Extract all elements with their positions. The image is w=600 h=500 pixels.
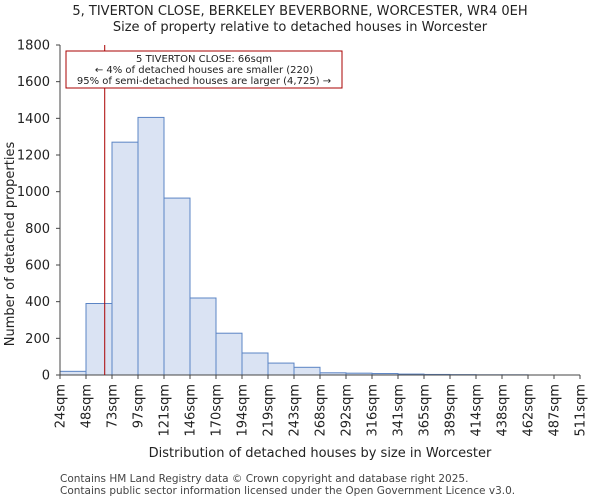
y-tick-label-800: 800 [25, 222, 50, 237]
x-tick-label-438sqm: 438sqm [496, 384, 511, 437]
histogram-bar-121sqm [163, 197, 191, 376]
histogram-bar-170sqm [215, 332, 243, 376]
footer-line2: Contains public sector information licen… [60, 485, 515, 497]
y-tick-label-1200: 1200 [17, 149, 50, 164]
x-tick-label-316sqm: 316sqm [366, 384, 381, 437]
x-tick-label-341sqm: 341sqm [392, 384, 407, 437]
annotation-line1: 5 TIVERTON CLOSE: 66sqm [136, 54, 272, 65]
y-tick-label-400: 400 [25, 295, 50, 310]
x-tick-label-219sqm: 219sqm [262, 384, 277, 437]
x-tick-label-389sqm: 389sqm [444, 384, 459, 437]
x-tick-label-365sqm: 365sqm [418, 384, 433, 437]
histogram-bar-243sqm [293, 366, 321, 376]
x-tick-label-487sqm: 487sqm [548, 384, 563, 437]
x-tick-label-243sqm: 243sqm [288, 384, 303, 437]
footer-line1: Contains HM Land Registry data © Crown c… [60, 473, 468, 485]
y-tick-label-600: 600 [25, 259, 50, 274]
x-tick-label-292sqm: 292sqm [340, 384, 355, 437]
x-tick-label-121sqm: 121sqm [158, 384, 173, 437]
x-tick-label-462sqm: 462sqm [522, 384, 537, 437]
histogram-bar-194sqm [241, 352, 269, 376]
chart-title-line2: Size of property relative to detached ho… [113, 20, 488, 35]
x-axis-label: Distribution of detached houses by size … [149, 446, 492, 461]
y-tick-label-1000: 1000 [17, 185, 50, 200]
annotation-line2: ← 4% of detached houses are smaller (220… [95, 65, 313, 76]
histogram-bar-48sqm [85, 303, 113, 376]
histogram-bar-146sqm [189, 297, 217, 376]
x-tick-label-268sqm: 268sqm [314, 384, 329, 437]
histogram-bar-73sqm [111, 141, 139, 376]
y-axis-label: Number of detached properties [3, 142, 18, 347]
x-tick-label-170sqm: 170sqm [210, 384, 225, 437]
histogram-bar-24sqm [59, 370, 87, 376]
y-tick-label-1400: 1400 [17, 112, 50, 127]
histogram-bar-97sqm [137, 116, 165, 376]
y-tick-label-0: 0 [42, 369, 50, 384]
y-tick-label-200: 200 [25, 332, 50, 347]
y-tick-label-1600: 1600 [17, 75, 50, 90]
y-tick-label-1800: 1800 [17, 39, 50, 54]
x-tick-label-194sqm: 194sqm [236, 384, 251, 437]
annotation-line3: 95% of semi-detached houses are larger (… [77, 76, 331, 87]
x-tick-label-146sqm: 146sqm [184, 384, 199, 437]
x-tick-label-73sqm: 73sqm [106, 384, 121, 428]
annotation-box: 5 TIVERTON CLOSE: 66sqm ← 4% of detached… [65, 50, 343, 89]
x-tick-label-511sqm: 511sqm [574, 384, 589, 437]
x-tick-label-48sqm: 48sqm [80, 384, 95, 428]
x-tick-label-24sqm: 24sqm [54, 384, 69, 428]
x-tick-label-414sqm: 414sqm [470, 384, 485, 437]
chart-title-line1: 5, TIVERTON CLOSE, BERKELEY BEVERBORNE, … [72, 4, 527, 19]
histogram-bar-219sqm [267, 362, 295, 376]
x-tick-label-97sqm: 97sqm [132, 384, 147, 428]
